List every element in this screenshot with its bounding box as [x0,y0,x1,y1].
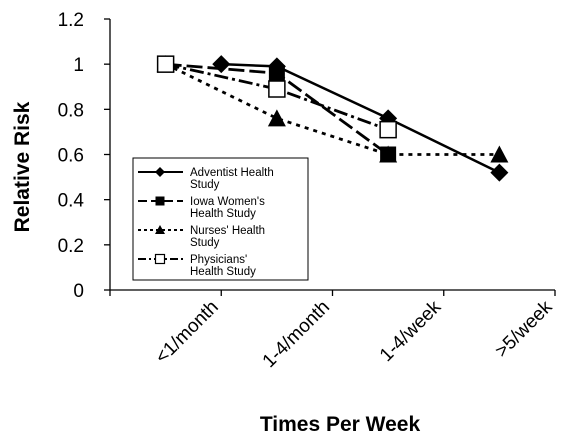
legend-label: Study [190,237,220,249]
x-tick-labels: <1/month 1-4/month 1-4/week >5/week [152,296,557,372]
y-tick-label: 1 [73,55,84,76]
legend-label: Adventist Health [190,167,274,179]
series-line [221,62,500,174]
data-point [490,145,509,163]
x-tick-label: 1-4/week [376,296,446,366]
y-axis-title: Relative Risk [11,101,34,232]
series-4 [156,55,397,139]
data-point [268,65,285,82]
data-point [379,120,397,139]
legend-marker [154,253,166,265]
y-tick-labels: 0 0.2 0.4 0.6 0.8 1 1.2 [58,10,85,302]
x-tick-label: <1/month [152,297,223,368]
legend-label: Health Study [190,266,256,278]
series-2 [157,56,397,163]
y-tick-label: 0.2 [58,236,84,257]
series-line [165,62,500,156]
legend-box [132,157,309,281]
legend-label: Physicians' [190,254,247,266]
x-axis-title: Times Per Week [260,413,421,435]
legend-marker [155,167,165,177]
series-3 [156,55,509,163]
chart-series [156,55,509,182]
data-point [212,55,231,74]
data-point [156,55,175,73]
y-tick-label: 0 [73,281,84,302]
y-tick-label: 0.8 [58,100,84,121]
x-tick-label: 1-4/month [259,297,334,372]
legend-label: Study [190,179,220,191]
x-tick-label: >5/week [491,296,557,362]
legend-label: Nurses' Health [190,225,265,237]
data-point [268,80,286,98]
legend-marker [155,225,165,234]
y-tick-label: 0.4 [58,191,85,212]
legend-marker [155,196,165,206]
legend-label: Iowa Women's [190,196,265,208]
legend-label: Health Study [190,208,256,220]
data-point [490,163,509,182]
y-tick-label: 0.6 [58,146,84,167]
legend-item: Physicians'Health Study [138,253,256,278]
chart-axes [104,18,556,296]
y-tick-label: 1.2 [58,10,84,31]
data-point [267,109,286,127]
data-point [379,145,398,163]
